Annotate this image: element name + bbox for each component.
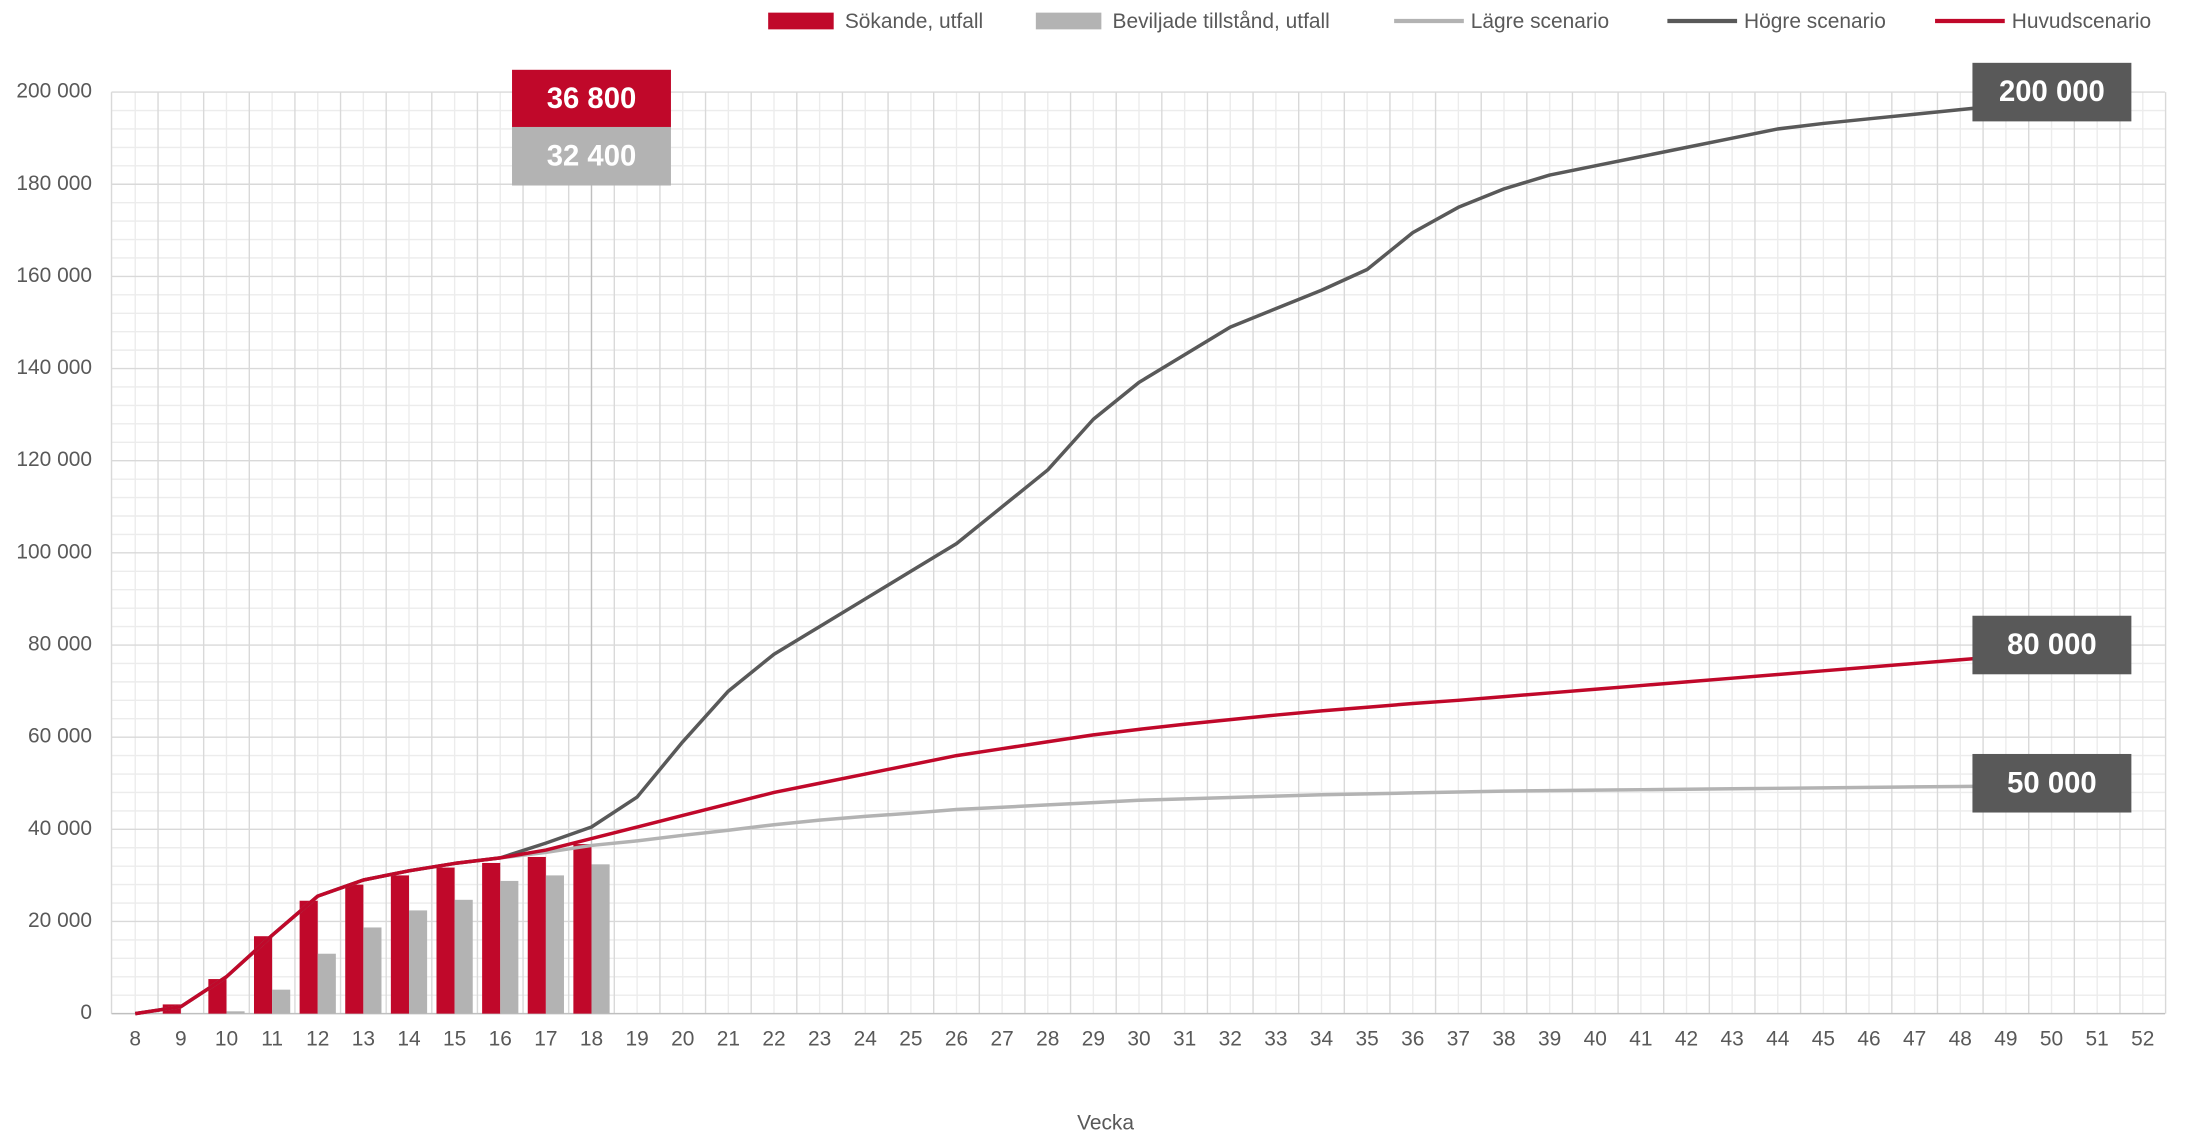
x-tick-label: 27 [990, 1028, 1013, 1051]
x-tick-label: 34 [1310, 1028, 1334, 1051]
bar [500, 880, 519, 1014]
bar [345, 884, 364, 1014]
x-tick-label: 19 [625, 1028, 648, 1051]
annotation-label: 200 000 [1999, 76, 2105, 108]
x-tick-label: 24 [854, 1028, 878, 1051]
annotation-label: 50 000 [2007, 767, 2097, 799]
x-tick-label: 41 [1629, 1028, 1652, 1051]
x-tick-label: 38 [1492, 1028, 1515, 1051]
x-tick-label: 48 [1949, 1028, 1972, 1051]
x-tick-label: 45 [1812, 1028, 1835, 1051]
x-tick-label: 29 [1082, 1028, 1105, 1051]
bar [482, 862, 501, 1014]
x-tick-label: 10 [215, 1028, 238, 1051]
x-tick-label: 36 [1401, 1028, 1424, 1051]
x-tick-label: 26 [945, 1028, 968, 1051]
legend-swatch [768, 12, 834, 30]
x-tick-label: 30 [1127, 1028, 1150, 1051]
x-tick-label: 12 [306, 1028, 329, 1051]
x-tick-label: 46 [1857, 1028, 1880, 1051]
bar [573, 844, 592, 1014]
y-tick-label: 180 000 [16, 172, 92, 195]
x-tick-label: 13 [352, 1028, 375, 1051]
x-tick-label: 21 [717, 1028, 740, 1051]
y-tick-label: 120 000 [16, 448, 92, 471]
annotation-box [1972, 615, 2132, 675]
x-tick-label: 9 [175, 1028, 187, 1051]
x-tick-label: 23 [808, 1028, 831, 1051]
annotation-label: 36 800 [547, 83, 637, 115]
x-tick-label: 32 [1219, 1028, 1242, 1051]
y-tick-label: 40 000 [28, 817, 92, 840]
legend-label: Beviljade tillstånd, utfall [1113, 10, 1330, 33]
bar [390, 875, 409, 1014]
x-tick-label: 49 [1994, 1028, 2017, 1051]
y-tick-label: 60 000 [28, 725, 92, 748]
bar [545, 875, 564, 1014]
x-tick-label: 20 [671, 1028, 694, 1051]
x-tick-label: 50 [2040, 1028, 2063, 1051]
legend-label: Lägre scenario [1471, 10, 1609, 33]
x-tick-label: 15 [443, 1028, 466, 1051]
x-tick-label: 39 [1538, 1028, 1561, 1051]
y-tick-label: 20 000 [28, 909, 92, 932]
line [134, 654, 2007, 1016]
y-tick-label: 200 000 [16, 80, 92, 103]
bar [363, 927, 382, 1014]
x-axis-label: Vecka [1077, 1111, 1134, 1134]
legend-label: Huvudscenario [2012, 10, 2151, 33]
y-tick-label: 80 000 [28, 633, 92, 656]
annotation-box [512, 69, 671, 129]
x-tick-label: 11 [261, 1028, 283, 1051]
x-tick-label: 33 [1264, 1028, 1287, 1051]
legend-label: Högre scenario [1744, 10, 1886, 33]
bar [591, 864, 610, 1014]
y-tick-label: 0 [80, 1001, 92, 1024]
x-tick-label: 52 [2131, 1028, 2154, 1051]
bar [454, 899, 473, 1014]
bar [272, 989, 291, 1014]
annotation-box [1972, 62, 2132, 122]
x-tick-label: 14 [397, 1028, 421, 1051]
x-tick-label: 25 [899, 1028, 922, 1051]
bar [253, 936, 273, 1014]
x-tick-label: 17 [534, 1028, 557, 1051]
x-tick-label: 28 [1036, 1028, 1059, 1051]
x-tick-label: 22 [762, 1028, 785, 1051]
x-tick-label: 37 [1447, 1028, 1470, 1051]
legend-label: Sökande, utfall [845, 10, 983, 33]
x-tick-label: 16 [489, 1028, 512, 1051]
x-tick-label: 18 [580, 1028, 603, 1051]
y-tick-label: 160 000 [16, 264, 92, 287]
bar [527, 856, 546, 1014]
x-tick-label: 42 [1675, 1028, 1698, 1051]
x-tick-label: 47 [1903, 1028, 1926, 1051]
x-tick-label: 31 [1173, 1028, 1196, 1051]
legend-swatch [1035, 12, 1102, 30]
x-tick-label: 8 [129, 1028, 141, 1051]
annotation-label: 32 400 [547, 140, 637, 172]
x-tick-label: 35 [1356, 1028, 1379, 1051]
annotation-box [512, 126, 671, 186]
x-tick-label: 51 [2086, 1028, 2109, 1051]
annotation-label: 80 000 [2007, 629, 2097, 661]
bar [436, 867, 455, 1014]
bar [226, 1011, 245, 1014]
bar [299, 900, 318, 1014]
y-tick-label: 100 000 [16, 540, 92, 563]
bar [408, 910, 428, 1014]
x-tick-label: 44 [1766, 1028, 1790, 1051]
bar [317, 953, 336, 1014]
y-tick-label: 140 000 [16, 356, 92, 379]
x-tick-label: 40 [1584, 1028, 1607, 1051]
x-tick-label: 43 [1721, 1028, 1744, 1051]
annotation-box [1972, 753, 2132, 813]
